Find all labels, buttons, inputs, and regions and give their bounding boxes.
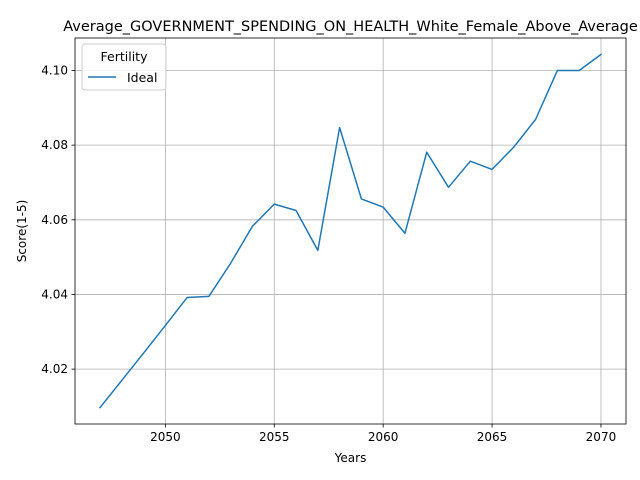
x-tick-label: 2060: [368, 430, 399, 444]
grid: [75, 38, 626, 424]
legend-label-ideal: Ideal: [127, 70, 157, 85]
legend-title: Fertility: [101, 49, 149, 64]
y-tick-label: 4.08: [41, 138, 68, 152]
y-tick-label: 4.02: [41, 362, 68, 376]
data-layer: [98, 53, 602, 409]
legend-box: [81, 43, 167, 91]
x-tick-label: 2055: [259, 430, 290, 444]
y-axis-label: Score(1-5): [15, 200, 29, 263]
x-tick-label: 2070: [586, 430, 617, 444]
legend: Fertility Ideal: [81, 43, 167, 91]
series-line-ideal: [98, 53, 602, 409]
x-tick-label: 2065: [477, 430, 508, 444]
y-tick-label: 4.06: [41, 213, 68, 227]
y-tick-label: 4.04: [41, 287, 68, 301]
chart-title: Average_GOVERNMENT_SPENDING_ON_HEALTH_Wh…: [63, 19, 638, 35]
ticks: 2050 2055 2060 2065 2070 4.02 4.04 4.06 4.08 4.10: [41, 63, 616, 444]
y-tick-label: 4.10: [41, 63, 68, 77]
plot-area-frame: [74, 37, 627, 425]
x-axis-label: Years: [334, 451, 367, 465]
x-tick-label: 2050: [150, 430, 181, 444]
